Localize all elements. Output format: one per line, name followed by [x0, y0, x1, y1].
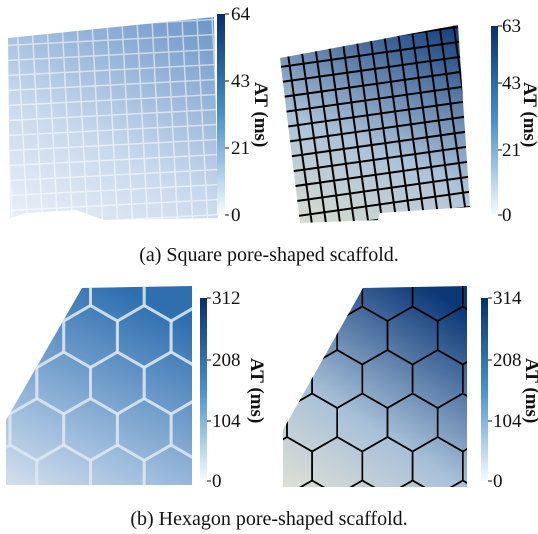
square-simulated-map — [280, 25, 470, 223]
tick-label: 104 — [212, 411, 241, 432]
tick-label: 43 — [502, 73, 521, 94]
tick-label: 314 — [493, 288, 522, 309]
colorbar-b-right: 314 208 104 0 AT (ms) — [481, 288, 538, 492]
tick-label: 312 — [212, 288, 241, 309]
tick-label: 104 — [493, 411, 522, 432]
tick-label: 0 — [493, 471, 503, 492]
hexagon-simulated-map — [283, 286, 467, 487]
tick-label: 208 — [493, 350, 522, 371]
colorbar-axis-label: AT (ms) — [521, 358, 538, 423]
colorbar-axis-label: AT (ms) — [519, 82, 538, 147]
tick-label: 43 — [231, 71, 250, 92]
caption-a: (a) Square pore-shaped scaffold. — [139, 244, 399, 266]
tick-label: 0 — [502, 205, 512, 226]
square-measured-map — [8, 17, 218, 220]
caption-b: (b) Hexagon pore-shaped scaffold. — [130, 508, 408, 530]
hexagon-measured-map — [6, 286, 192, 485]
colorbar-a-right: 63 43 21 0 AT (ms) — [491, 16, 538, 226]
tick-label: 208 — [212, 350, 241, 371]
colorbar-b-left: 312 208 104 0 AT (ms) — [200, 288, 267, 492]
tick-label: 64 — [231, 4, 251, 25]
tick-label: 21 — [502, 140, 521, 161]
colorbar-axis-label: AT (ms) — [250, 82, 271, 147]
colorbar-a-left: 64 43 21 0 AT (ms) — [217, 4, 271, 226]
tick-label: 63 — [502, 16, 521, 37]
tick-label: 0 — [231, 205, 241, 226]
tick-label: 21 — [231, 138, 250, 159]
colorbar-axis-label: AT (ms) — [246, 358, 267, 423]
tick-label: 0 — [212, 471, 222, 492]
